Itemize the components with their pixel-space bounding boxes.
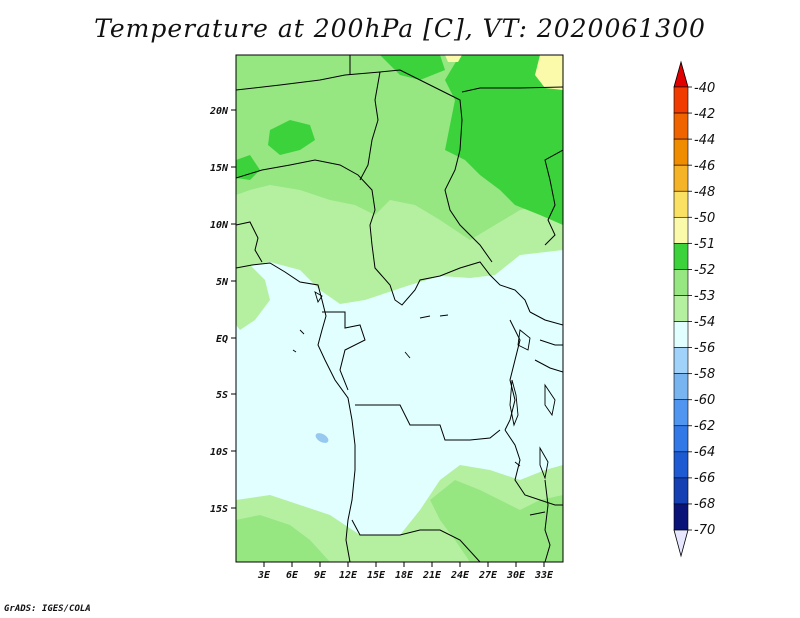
colorbar-label: -44 — [694, 133, 715, 148]
lat-label: 20N — [209, 106, 229, 117]
field-minus53-54-coast — [236, 265, 270, 330]
lat-label: 5N — [216, 277, 229, 288]
field-minus52-53-west — [236, 515, 330, 562]
lon-label: 27E — [478, 570, 498, 581]
island-marks — [292, 314, 521, 467]
colorbar-label: -70 — [694, 523, 715, 538]
lat-label: 5S — [216, 390, 228, 401]
lon-label: 15E — [367, 570, 386, 581]
lat-label: 10N — [210, 220, 229, 231]
colorbar-label: -42 — [694, 107, 715, 122]
colorbar-label: -68 — [694, 497, 715, 512]
colorbar-label: -66 — [694, 471, 715, 486]
colorbar-swatch — [673, 269, 689, 296]
field-minus51-52-patch-a — [268, 120, 315, 155]
colorbar-swatch — [673, 243, 689, 270]
map-frame — [235, 54, 564, 563]
colorbar-top-arrow — [673, 60, 689, 88]
map-title: Temperature at 200hPa [C], VT: 202006130… — [94, 14, 706, 43]
colorbar-swatch — [673, 373, 689, 401]
colorbar-label: -64 — [694, 445, 715, 460]
lon-label: 12E — [339, 570, 358, 581]
colorbar-label: -62 — [694, 419, 715, 434]
colorbar-swatch — [673, 503, 689, 531]
colorbar-label: -58 — [694, 367, 715, 382]
colorbar: -40 -42 -44 -46 -48 -50 -51 -52 -53 -54 … — [673, 60, 715, 558]
colorbar-swatch — [673, 399, 689, 427]
lakes — [314, 291, 556, 516]
lon-axis: 3E 6E 9E 12E 15E 18E 21E 24E 27E 30E 33E — [257, 562, 554, 581]
lon-label: 18E — [395, 570, 414, 581]
lon-label: 6E — [286, 570, 299, 581]
colorbar-label: -46 — [694, 159, 715, 174]
colorbar-label: -40 — [694, 81, 715, 96]
colorbar-swatch — [673, 112, 689, 140]
field-minus51-52-northeast — [445, 55, 563, 225]
colorbar-bottom-arrow — [673, 529, 689, 558]
colorbar-label: -60 — [694, 393, 715, 408]
colorbar-swatch — [673, 347, 689, 374]
lon-label: 3E — [257, 570, 271, 581]
field-minus52-53-south — [430, 480, 563, 562]
field-minus50-51-spot — [445, 55, 462, 62]
colorbar-swatch — [673, 295, 689, 322]
lon-label: 33E — [534, 570, 554, 581]
colorbar-label: -56 — [694, 341, 715, 356]
grads-credit: GrADS: IGES/COLA — [4, 604, 91, 614]
lon-label: 24E — [450, 570, 470, 581]
colorbar-swatch — [673, 451, 689, 479]
colorbar-swatch — [673, 86, 689, 114]
colorbar-label: -51 — [694, 237, 715, 252]
country-borders — [236, 55, 563, 562]
lat-label: EQ — [216, 334, 228, 345]
map-area — [236, 55, 563, 562]
colorbar-swatch — [673, 190, 689, 218]
colorbar-label: -54 — [694, 315, 715, 330]
colorbar-label: -50 — [694, 211, 715, 226]
colorbar-swatch — [673, 216, 689, 244]
colorbar-swatch — [673, 164, 689, 192]
field-minus51-52-patch-b — [380, 55, 445, 80]
lon-label: 30E — [506, 570, 526, 581]
colorbar-label: -53 — [694, 289, 715, 304]
colorbar-swatch — [673, 138, 689, 166]
lat-label: 15S — [210, 504, 228, 515]
colorbar-swatch — [673, 477, 689, 505]
lon-label: 21E — [422, 570, 442, 581]
lon-label: 9E — [314, 570, 327, 581]
colorbar-ticks — [688, 86, 692, 531]
lat-label: 10S — [210, 447, 228, 458]
lat-axis: 20N 15N 10N 5N EQ 5S 10S 15S — [209, 106, 236, 515]
colorbar-swatch — [673, 321, 689, 348]
colorbar-label: -52 — [694, 263, 715, 278]
field-minus56-spot — [315, 433, 329, 443]
colorbar-swatches — [673, 86, 689, 531]
colorbar-swatch — [673, 425, 689, 453]
field-minus51-52-patch-c — [236, 155, 260, 180]
colorbar-label: -48 — [694, 185, 715, 200]
lat-label: 15N — [210, 163, 229, 174]
field-minus50-51-corner — [535, 55, 563, 90]
